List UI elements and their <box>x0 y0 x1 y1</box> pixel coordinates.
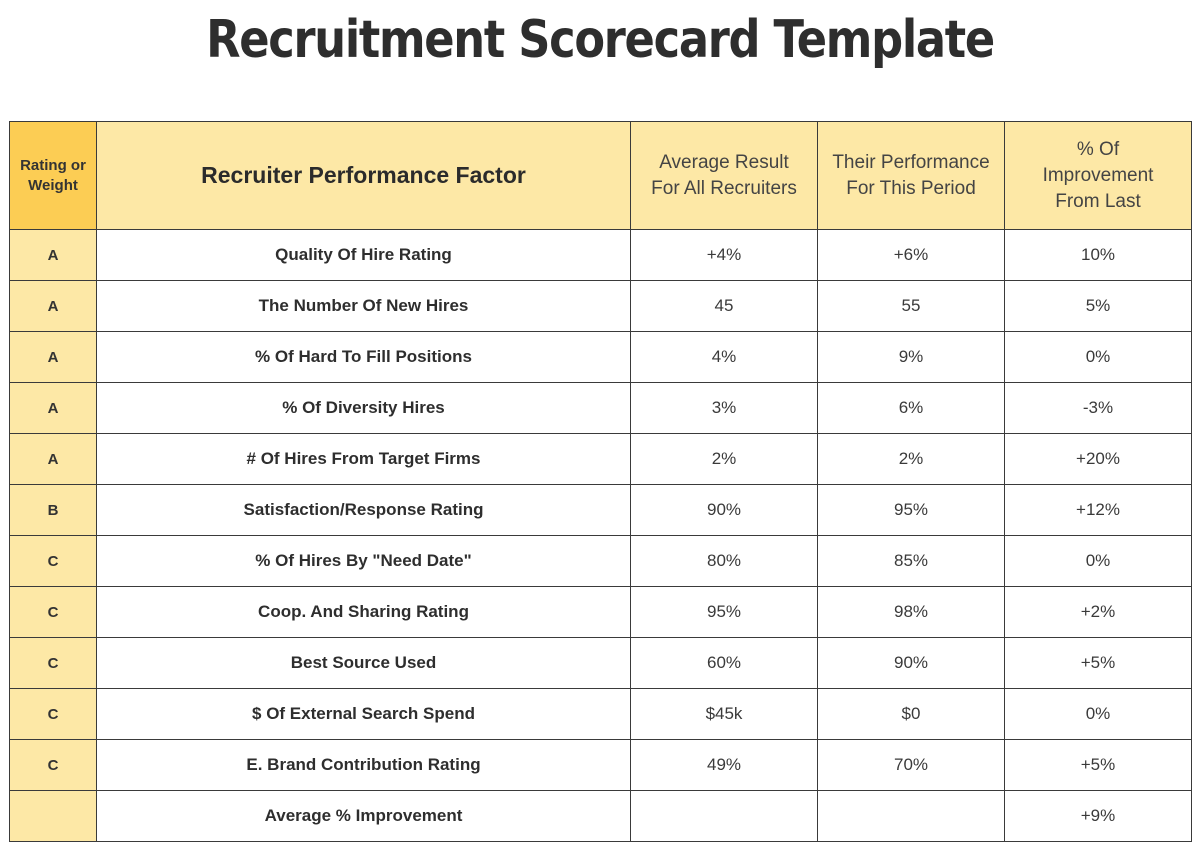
table-row: A % Of Diversity Hires 3% 6% -3% <box>9 382 1192 434</box>
factor-cell: # Of Hires From Target Firms <box>96 433 631 485</box>
rating-cell: A <box>9 229 97 281</box>
performance-cell <box>817 790 1005 842</box>
factor-cell: The Number Of New Hires <box>96 280 631 332</box>
performance-cell: 85% <box>817 535 1005 587</box>
factor-cell: % Of Hard To Fill Positions <box>96 331 631 383</box>
improvement-cell: 0% <box>1004 688 1192 740</box>
rating-weight-header: Rating or Weight <box>9 121 97 230</box>
improvement-header-line: Improvement <box>1042 164 1154 186</box>
average-cell: 3% <box>630 382 818 434</box>
rating-cell <box>9 790 97 842</box>
improvement-cell: 10% <box>1004 229 1192 281</box>
rating-cell: C <box>9 739 97 791</box>
performance-cell: 95% <box>817 484 1005 536</box>
improvement-cell: +12% <box>1004 484 1192 536</box>
average-cell: 95% <box>630 586 818 638</box>
performance-cell: 98% <box>817 586 1005 638</box>
rating-cell: C <box>9 535 97 587</box>
factor-cell: Satisfaction/Response Rating <box>96 484 631 536</box>
rating-cell: C <box>9 586 97 638</box>
performance-cell: 90% <box>817 637 1005 689</box>
improvement-header: % Of Improvement From Last <box>1004 121 1192 230</box>
rating-cell: A <box>9 280 97 332</box>
rating-cell: A <box>9 331 97 383</box>
performance-cell: 55 <box>817 280 1005 332</box>
scorecard-table: Rating or Weight Recruiter Performance F… <box>9 121 1192 842</box>
average-cell <box>630 790 818 842</box>
average-cell: 80% <box>630 535 818 587</box>
improvement-cell: 0% <box>1004 535 1192 587</box>
improvement-cell: +9% <box>1004 790 1192 842</box>
improvement-cell: +5% <box>1004 739 1192 791</box>
improvement-cell: +20% <box>1004 433 1192 485</box>
improvement-cell: 5% <box>1004 280 1192 332</box>
average-cell: 45 <box>630 280 818 332</box>
performance-cell: 9% <box>817 331 1005 383</box>
average-cell: 60% <box>630 637 818 689</box>
page-title: Recruitment Scorecard Template <box>206 10 995 70</box>
summary-row: Average % Improvement +9% <box>9 790 1192 842</box>
rating-cell: A <box>9 382 97 434</box>
performance-header-line: Their Performance <box>832 151 990 173</box>
header-row: Rating or Weight Recruiter Performance F… <box>9 121 1192 230</box>
rating-cell: A <box>9 433 97 485</box>
factor-cell: E. Brand Contribution Rating <box>96 739 631 791</box>
average-cell: 2% <box>630 433 818 485</box>
table-row: A # Of Hires From Target Firms 2% 2% +20… <box>9 433 1192 485</box>
performance-header-line: For This Period <box>846 177 976 199</box>
rating-cell: B <box>9 484 97 536</box>
performance-cell: 6% <box>817 382 1005 434</box>
performance-cell: +6% <box>817 229 1005 281</box>
factor-cell: Average % Improvement <box>96 790 631 842</box>
table-body: A Quality Of Hire Rating +4% +6% 10% A T… <box>9 229 1192 842</box>
factor-cell: % Of Diversity Hires <box>96 382 631 434</box>
average-cell: +4% <box>630 229 818 281</box>
average-result-header: Average Result For All Recruiters <box>630 121 818 230</box>
improvement-header-line: From Last <box>1055 190 1141 212</box>
performance-cell: $0 <box>817 688 1005 740</box>
table-row: C Best Source Used 60% 90% +5% <box>9 637 1192 689</box>
improvement-cell: +5% <box>1004 637 1192 689</box>
table-row: C $ Of External Search Spend $45k $0 0% <box>9 688 1192 740</box>
average-header-line: Average Result <box>659 151 789 173</box>
factor-cell: Coop. And Sharing Rating <box>96 586 631 638</box>
table-row: C E. Brand Contribution Rating 49% 70% +… <box>9 739 1192 791</box>
rating-header-line: Weight <box>28 176 78 194</box>
table-row: B Satisfaction/Response Rating 90% 95% +… <box>9 484 1192 536</box>
their-performance-header: Their Performance For This Period <box>817 121 1005 230</box>
improvement-header-line: % Of <box>1076 138 1120 160</box>
table-header: Rating or Weight Recruiter Performance F… <box>9 121 1192 230</box>
improvement-cell: +2% <box>1004 586 1192 638</box>
improvement-cell: 0% <box>1004 331 1192 383</box>
average-cell: 90% <box>630 484 818 536</box>
table-row: A % Of Hard To Fill Positions 4% 9% 0% <box>9 331 1192 383</box>
average-cell: $45k <box>630 688 818 740</box>
performance-cell: 2% <box>817 433 1005 485</box>
table-row: A The Number Of New Hires 45 55 5% <box>9 280 1192 332</box>
factor-cell: % Of Hires By "Need Date" <box>96 535 631 587</box>
rating-header-line: Rating or <box>20 156 86 174</box>
table-row: A Quality Of Hire Rating +4% +6% 10% <box>9 229 1192 281</box>
performance-cell: 70% <box>817 739 1005 791</box>
table-row: C Coop. And Sharing Rating 95% 98% +2% <box>9 586 1192 638</box>
performance-factor-header: Recruiter Performance Factor <box>96 121 631 230</box>
average-cell: 49% <box>630 739 818 791</box>
rating-cell: C <box>9 637 97 689</box>
improvement-cell: -3% <box>1004 382 1192 434</box>
table-row: C % Of Hires By "Need Date" 80% 85% 0% <box>9 535 1192 587</box>
rating-cell: C <box>9 688 97 740</box>
average-header-line: For All Recruiters <box>651 177 797 199</box>
average-cell: 4% <box>630 331 818 383</box>
factor-cell: $ Of External Search Spend <box>96 688 631 740</box>
factor-cell: Best Source Used <box>96 637 631 689</box>
factor-cell: Quality Of Hire Rating <box>96 229 631 281</box>
